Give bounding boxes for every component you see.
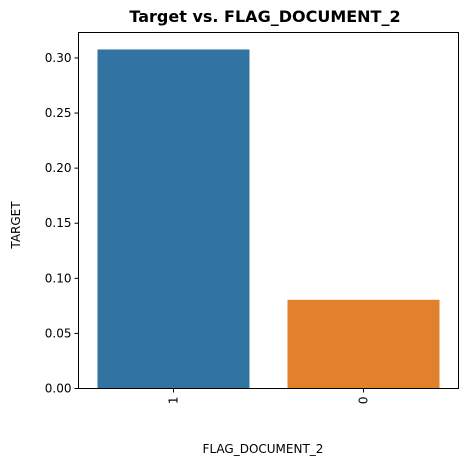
y-axis-label: TARGET	[9, 201, 23, 250]
y-axis-ticks: 0.00 0.05 0.10 0.15 0.20 0.25 0.30	[45, 51, 79, 396]
y-tick-label: 0.15	[45, 216, 72, 230]
x-axis-label: FLAG_DOCUMENT_2	[203, 442, 324, 456]
y-tick-label: 0.20	[45, 161, 72, 175]
x-tick-label: 1	[167, 397, 181, 405]
y-tick-label: 0.10	[45, 271, 72, 285]
chart-title: Target vs. FLAG_DOCUMENT_2	[129, 7, 400, 26]
bar-0	[287, 299, 440, 389]
plot-frame	[78, 32, 459, 389]
bars-group	[97, 49, 440, 389]
y-tick-label: 0.05	[45, 326, 72, 340]
bar-1	[97, 49, 250, 389]
y-tick-label: 0.30	[45, 51, 72, 65]
y-tick-label: 0.00	[45, 382, 72, 396]
y-tick-label: 0.25	[45, 106, 72, 120]
x-tick-label: 0	[357, 397, 371, 405]
